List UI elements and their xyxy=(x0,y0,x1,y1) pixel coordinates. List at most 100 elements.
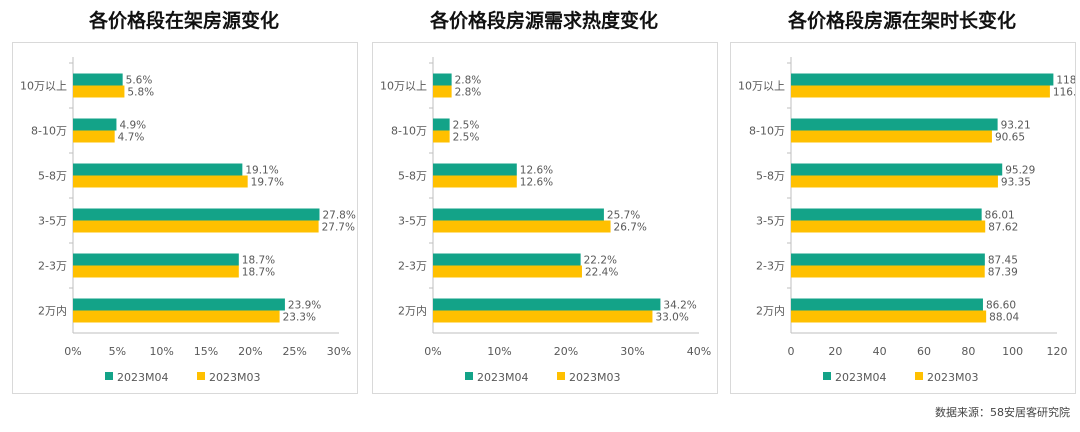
bar-series-2 xyxy=(791,175,998,188)
bar-series-1 xyxy=(791,118,998,131)
data-label: 86.60 xyxy=(986,300,1016,312)
bar-series-2 xyxy=(433,310,653,323)
legend-swatch xyxy=(915,372,923,380)
bar-series-2 xyxy=(791,220,986,233)
chart-2-title: 各价格段房源需求热度变化 xyxy=(429,10,658,32)
bar-series-1 xyxy=(433,253,581,266)
x-tick-label: 15% xyxy=(194,345,218,358)
data-label: 22.4% xyxy=(585,267,618,279)
data-label: 12.6% xyxy=(520,177,553,189)
x-tick-label: 0 xyxy=(788,345,795,358)
bar-series-2 xyxy=(73,220,319,233)
data-label: 27.8% xyxy=(322,210,355,222)
category-label: 2-3万 xyxy=(398,260,427,273)
x-tick-label: 0% xyxy=(64,345,81,358)
legend-swatch xyxy=(557,372,565,380)
data-label: 5.8% xyxy=(127,87,154,99)
category-label: 10万以上 xyxy=(738,80,785,93)
x-tick-label: 0% xyxy=(424,345,441,358)
category-label: 2万内 xyxy=(756,304,785,318)
bar-series-1 xyxy=(791,298,983,311)
legend-swatch xyxy=(105,372,113,380)
x-tick-label: 30% xyxy=(327,345,351,358)
chart-2-svg: 10万以上 2.8%2.8% 8-10万 2.5%2.5% 5-8万 12.6%12.6%… xyxy=(380,57,711,384)
x-tick-label: 20% xyxy=(554,345,578,358)
legend-label: 2023M04 xyxy=(477,371,528,384)
data-label: 19.1% xyxy=(245,165,278,177)
bar-series-2 xyxy=(791,85,1050,98)
data-label: 22.2% xyxy=(584,255,617,267)
data-label: 4.7% xyxy=(118,132,145,144)
data-label: 34.2% xyxy=(663,300,696,312)
bar-series-1 xyxy=(433,298,661,311)
data-label: 5.6% xyxy=(126,75,153,87)
legend-label: 2023M03 xyxy=(209,371,260,384)
bar-series-2 xyxy=(791,310,987,323)
bar-series-2 xyxy=(433,265,582,278)
data-label: 27.7% xyxy=(322,222,355,234)
x-tick-label: 10% xyxy=(149,345,173,358)
x-tick-label: 60 xyxy=(917,345,931,358)
bar-series-1 xyxy=(433,73,452,86)
category-label: 2万内 xyxy=(38,304,67,318)
category-label: 10万以上 xyxy=(380,80,427,93)
bar-series-2 xyxy=(433,85,452,98)
category-label: 3-5万 xyxy=(756,215,785,228)
bar-series-1 xyxy=(791,253,985,266)
category-label: 5-8万 xyxy=(38,170,67,183)
data-label: 18.7% xyxy=(242,255,275,267)
legend-swatch xyxy=(823,372,831,380)
data-label: 4.9% xyxy=(119,120,146,132)
legend-label: 2023M04 xyxy=(835,371,886,384)
bar-series-2 xyxy=(433,130,450,143)
category-label: 8-10万 xyxy=(31,125,67,138)
x-tick-label: 20 xyxy=(828,345,842,358)
category-label: 2万内 xyxy=(398,304,427,318)
x-tick-label: 120 xyxy=(1047,345,1068,358)
data-label: 25.7% xyxy=(607,210,640,222)
chart-3-title: 各价格段房源在架时长变化 xyxy=(787,10,1016,32)
legend-label: 2023M03 xyxy=(569,371,620,384)
category-label: 8-10万 xyxy=(391,125,427,138)
category-label: 5-8万 xyxy=(756,170,785,183)
category-label: 5-8万 xyxy=(398,170,427,183)
bar-series-1 xyxy=(791,208,982,221)
x-tick-label: 40% xyxy=(687,345,711,358)
bar-series-2 xyxy=(73,310,280,323)
data-label: 19.7% xyxy=(251,177,284,189)
legend-swatch xyxy=(197,372,205,380)
data-label: 2.8% xyxy=(455,87,482,99)
legend-swatch xyxy=(465,372,473,380)
data-label: 90.65 xyxy=(995,132,1025,144)
category-label: 2-3万 xyxy=(38,260,67,273)
data-label: 93.35 xyxy=(1001,177,1031,189)
x-tick-label: 20% xyxy=(238,345,262,358)
data-label: 18.7% xyxy=(242,267,275,279)
data-label: 26.7% xyxy=(614,222,647,234)
data-label: 95.29 xyxy=(1005,165,1035,177)
bar-series-2 xyxy=(73,85,125,98)
bar-series-1 xyxy=(73,118,117,131)
x-tick-label: 25% xyxy=(282,345,306,358)
category-label: 10万以上 xyxy=(20,80,67,93)
data-label: 33.0% xyxy=(655,312,688,324)
data-label: 118.37 xyxy=(1056,75,1075,87)
data-label: 23.9% xyxy=(288,300,321,312)
data-label: 116.80 xyxy=(1053,87,1075,99)
bar-series-2 xyxy=(433,175,517,188)
chart-1-title: 各价格段在架房源变化 xyxy=(88,10,279,32)
bar-series-1 xyxy=(73,163,243,176)
data-label: 87.45 xyxy=(988,255,1018,267)
bar-series-1 xyxy=(433,118,450,131)
bar-series-1 xyxy=(791,73,1054,86)
bar-series-2 xyxy=(73,175,248,188)
category-label: 3-5万 xyxy=(398,215,427,228)
bar-series-1 xyxy=(73,253,239,266)
x-tick-label: 40 xyxy=(873,345,887,358)
data-label: 86.01 xyxy=(985,210,1015,222)
bar-series-2 xyxy=(433,220,611,233)
bar-series-2 xyxy=(791,130,992,143)
data-label: 87.62 xyxy=(988,222,1018,234)
